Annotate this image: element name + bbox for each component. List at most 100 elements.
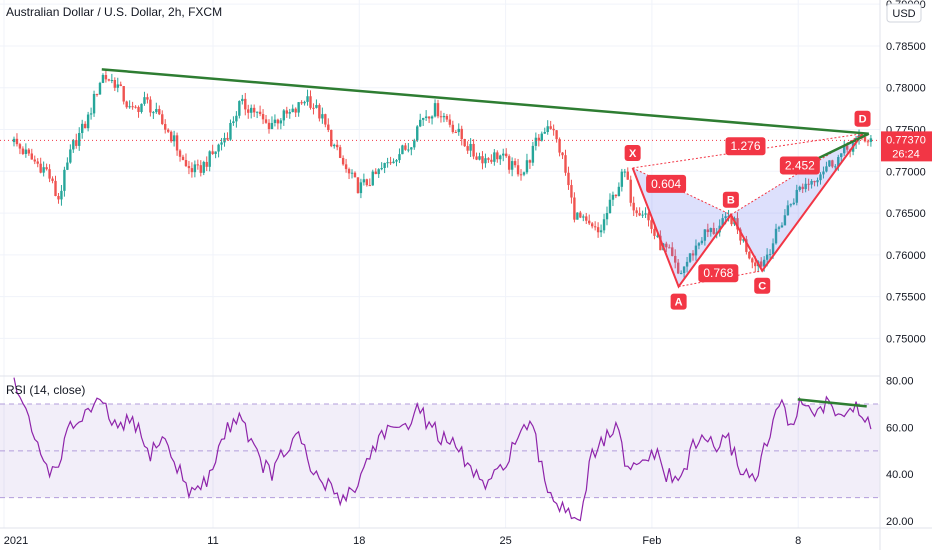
candle-body	[525, 160, 529, 173]
candle-body	[330, 129, 333, 147]
candle-body	[57, 196, 60, 200]
candle-body	[504, 153, 508, 157]
price-axis[interactable]: 0.790000.785000.780000.775000.770000.765…	[886, 0, 926, 345]
trendline	[101, 68, 869, 135]
rsi-tick-label: 20.00	[886, 516, 914, 528]
price-tick-label: 0.76500	[886, 208, 926, 220]
candle-body	[362, 179, 366, 183]
candle-body	[288, 112, 291, 114]
rsi-line	[13, 377, 872, 522]
currency-badge[interactable]: USD	[886, 3, 922, 23]
candle-body	[161, 114, 164, 125]
candle-body	[759, 261, 763, 267]
candle-body	[528, 160, 532, 163]
candle-body	[783, 215, 787, 226]
candle-body	[110, 80, 114, 82]
candle-body	[748, 251, 751, 259]
candle-body	[739, 229, 742, 241]
candle-body	[125, 101, 128, 108]
candle-body	[534, 137, 538, 146]
candle-body	[857, 134, 861, 138]
rsi-series-line	[13, 377, 872, 522]
candle-body	[401, 145, 404, 155]
candle-body	[143, 97, 146, 104]
candle-body	[676, 262, 680, 274]
candle-body	[15, 138, 19, 145]
candle-body	[321, 114, 324, 119]
candle-body	[570, 185, 573, 198]
candle-body	[472, 143, 475, 157]
point-label-bg	[722, 191, 739, 208]
candle-body	[220, 142, 223, 145]
ratio-label: 0.604	[651, 177, 681, 191]
candle-body	[724, 216, 727, 219]
trendline	[809, 132, 870, 164]
time-tick-label: 2021	[4, 535, 28, 547]
time-axis[interactable]: 2021111825Feb81	[4, 535, 932, 547]
rsi-axis[interactable]: 80.00 60.00 40.00 20.00	[886, 376, 914, 528]
candle-body	[193, 164, 197, 173]
candle-body	[697, 243, 701, 246]
candle-body	[279, 120, 283, 124]
candle-body	[335, 144, 339, 148]
candle-body	[795, 189, 798, 203]
candle-body	[620, 171, 624, 187]
candle-body	[543, 132, 546, 134]
candle-body	[241, 98, 244, 102]
candle-body	[537, 137, 541, 141]
candle-body	[107, 79, 111, 81]
candle-body	[843, 145, 846, 154]
candle-body	[552, 128, 555, 131]
candle-body	[466, 146, 469, 151]
candle-body	[309, 96, 312, 108]
candle-body	[261, 114, 265, 120]
candle-body	[344, 164, 348, 170]
ratio-label: 1.276	[730, 139, 760, 153]
candle-body	[754, 262, 757, 267]
candle-body	[668, 247, 671, 249]
candle-body	[404, 145, 407, 150]
candle-body	[546, 126, 549, 133]
candle-body	[258, 111, 262, 115]
candle-body	[834, 166, 837, 168]
candle-body	[214, 151, 217, 155]
pattern-fill-xab	[632, 167, 731, 287]
time-tick-label: 18	[353, 535, 365, 547]
candle-body	[282, 110, 286, 121]
candle-body	[825, 166, 828, 172]
candle-body	[448, 119, 452, 125]
candle-body	[765, 254, 769, 260]
candle-body	[122, 86, 125, 102]
candle-body	[819, 174, 822, 181]
candle-body	[789, 204, 793, 206]
candle-body	[395, 160, 398, 162]
candle-body	[226, 137, 229, 140]
candle-body	[12, 138, 16, 143]
candle-body	[374, 171, 377, 175]
candle-body	[576, 212, 579, 220]
candle-body	[232, 121, 235, 124]
candle-body	[66, 162, 69, 170]
candle-body	[267, 122, 271, 130]
candle-body	[463, 138, 466, 147]
candle-body	[721, 218, 724, 226]
candle-body	[745, 239, 748, 252]
candle-body	[863, 137, 867, 142]
candle-body	[427, 116, 431, 119]
rsi-tick-label: 60.00	[886, 422, 914, 434]
candle-body	[478, 156, 481, 160]
candle-body	[42, 167, 45, 173]
candle-body	[318, 105, 321, 119]
candle-body	[273, 119, 277, 123]
candle-body	[519, 174, 523, 176]
point-label-bg	[670, 293, 687, 310]
candle-body	[638, 213, 641, 216]
candle-body	[300, 102, 303, 104]
candle-body	[410, 147, 413, 150]
candle-body	[531, 145, 535, 163]
candle-body	[392, 161, 395, 164]
candle-body	[312, 107, 315, 109]
candle-body	[386, 162, 389, 164]
candle-body	[659, 235, 662, 251]
